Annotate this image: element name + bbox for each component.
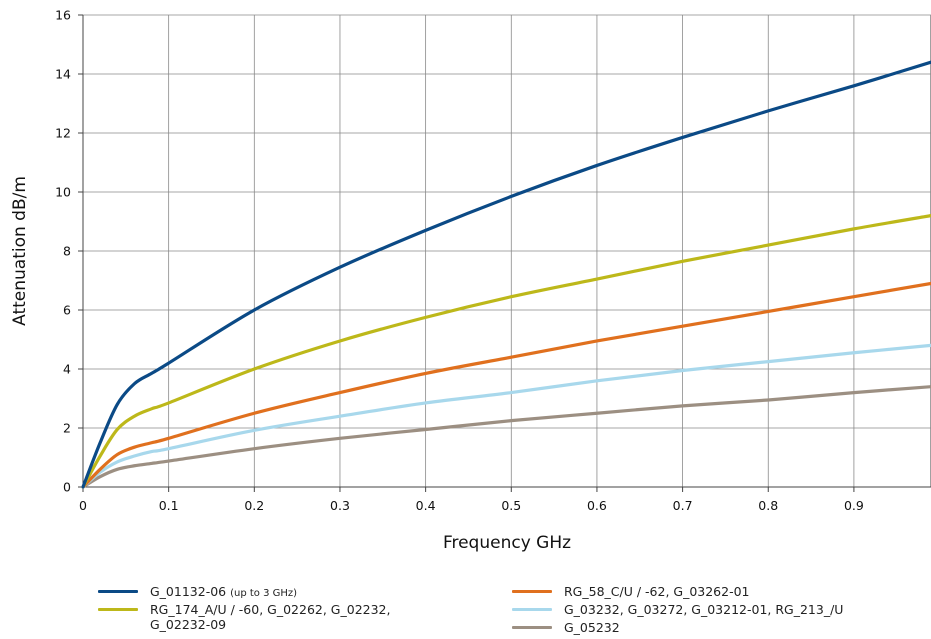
x-tick-label: 0: [79, 498, 87, 513]
series-line-2: [81, 214, 931, 489]
series-line-1: [81, 60, 931, 489]
y-tick-label: 8: [63, 244, 71, 259]
x-axis-title: Frequency GHz: [443, 533, 571, 553]
legend-item-series-4: G_03232, G_03272, G_03212-01, RG_213_/U: [512, 602, 922, 617]
legend-item-series-3: RG_58_C/U / -62, G_03262-01: [512, 584, 922, 599]
y-tick-label: 0: [63, 480, 71, 495]
x-tick-label: 0.9: [844, 498, 864, 513]
axes: [78, 14, 931, 492]
x-tick-label: 0.6: [587, 498, 607, 513]
legend-swatch: [512, 608, 552, 611]
y-tick-label: 12: [55, 126, 71, 141]
legend-swatch: [98, 590, 138, 593]
legend-swatch: [98, 608, 138, 611]
legend-label-note: (up to 3 GHz): [230, 588, 298, 599]
series-line-4: [81, 343, 931, 489]
x-tick-label: 0.5: [501, 498, 521, 513]
x-tick-label: 0.4: [416, 498, 436, 513]
legend-swatch: [512, 590, 552, 593]
legend-label: G_05232: [564, 620, 620, 635]
x-tick-label: 0.2: [244, 498, 264, 513]
x-tick-label: 0.7: [673, 498, 693, 513]
tick-labels: 0 0.1 0.2 0.3 0.4 0.5 0.6 0.7 0.8 0.9 0 2 4 6 8 10 12 14 1…: [55, 8, 864, 514]
x-tick-label: 0.8: [758, 498, 778, 513]
y-tick-label: 2: [63, 421, 71, 436]
y-tick-label: 4: [63, 362, 71, 377]
series-line-5: [81, 385, 931, 489]
series-lines: [81, 60, 931, 489]
legend-item-series-5: G_05232: [512, 620, 922, 635]
legend-label: RG_174_A/U / -60, G_02262, G_02232, G_02…: [150, 602, 391, 632]
legend-label: RG_58_C/U / -62, G_03262-01: [564, 584, 750, 599]
legend: G_01132-06 (up to 3 GHz) RG_174_A/U / -6…: [0, 580, 931, 639]
series-line-3: [81, 281, 931, 489]
legend-label: G_01132-06 (up to 3 GHz): [150, 584, 298, 599]
legend-swatch: [512, 626, 552, 629]
grid: [83, 14, 931, 487]
attenuation-chart: 0 0.1 0.2 0.3 0.4 0.5 0.6 0.7 0.8 0.9 0 2 4 6 8 10 12 14 1…: [10, 8, 931, 553]
y-tick-label: 6: [63, 303, 71, 318]
legend-item-series-2: RG_174_A/U / -60, G_02262, G_02232, G_02…: [98, 602, 478, 632]
x-tick-label: 0.1: [159, 498, 179, 513]
y-axis-title: Attenuation dB/m: [10, 176, 30, 326]
x-tick-label: 0.3: [330, 498, 350, 513]
y-tick-label: 14: [55, 67, 71, 82]
legend-item-series-1: G_01132-06 (up to 3 GHz): [98, 584, 478, 601]
y-tick-label: 16: [55, 8, 71, 23]
legend-label: G_03232, G_03272, G_03212-01, RG_213_/U: [564, 602, 844, 617]
y-tick-label: 10: [55, 185, 71, 200]
